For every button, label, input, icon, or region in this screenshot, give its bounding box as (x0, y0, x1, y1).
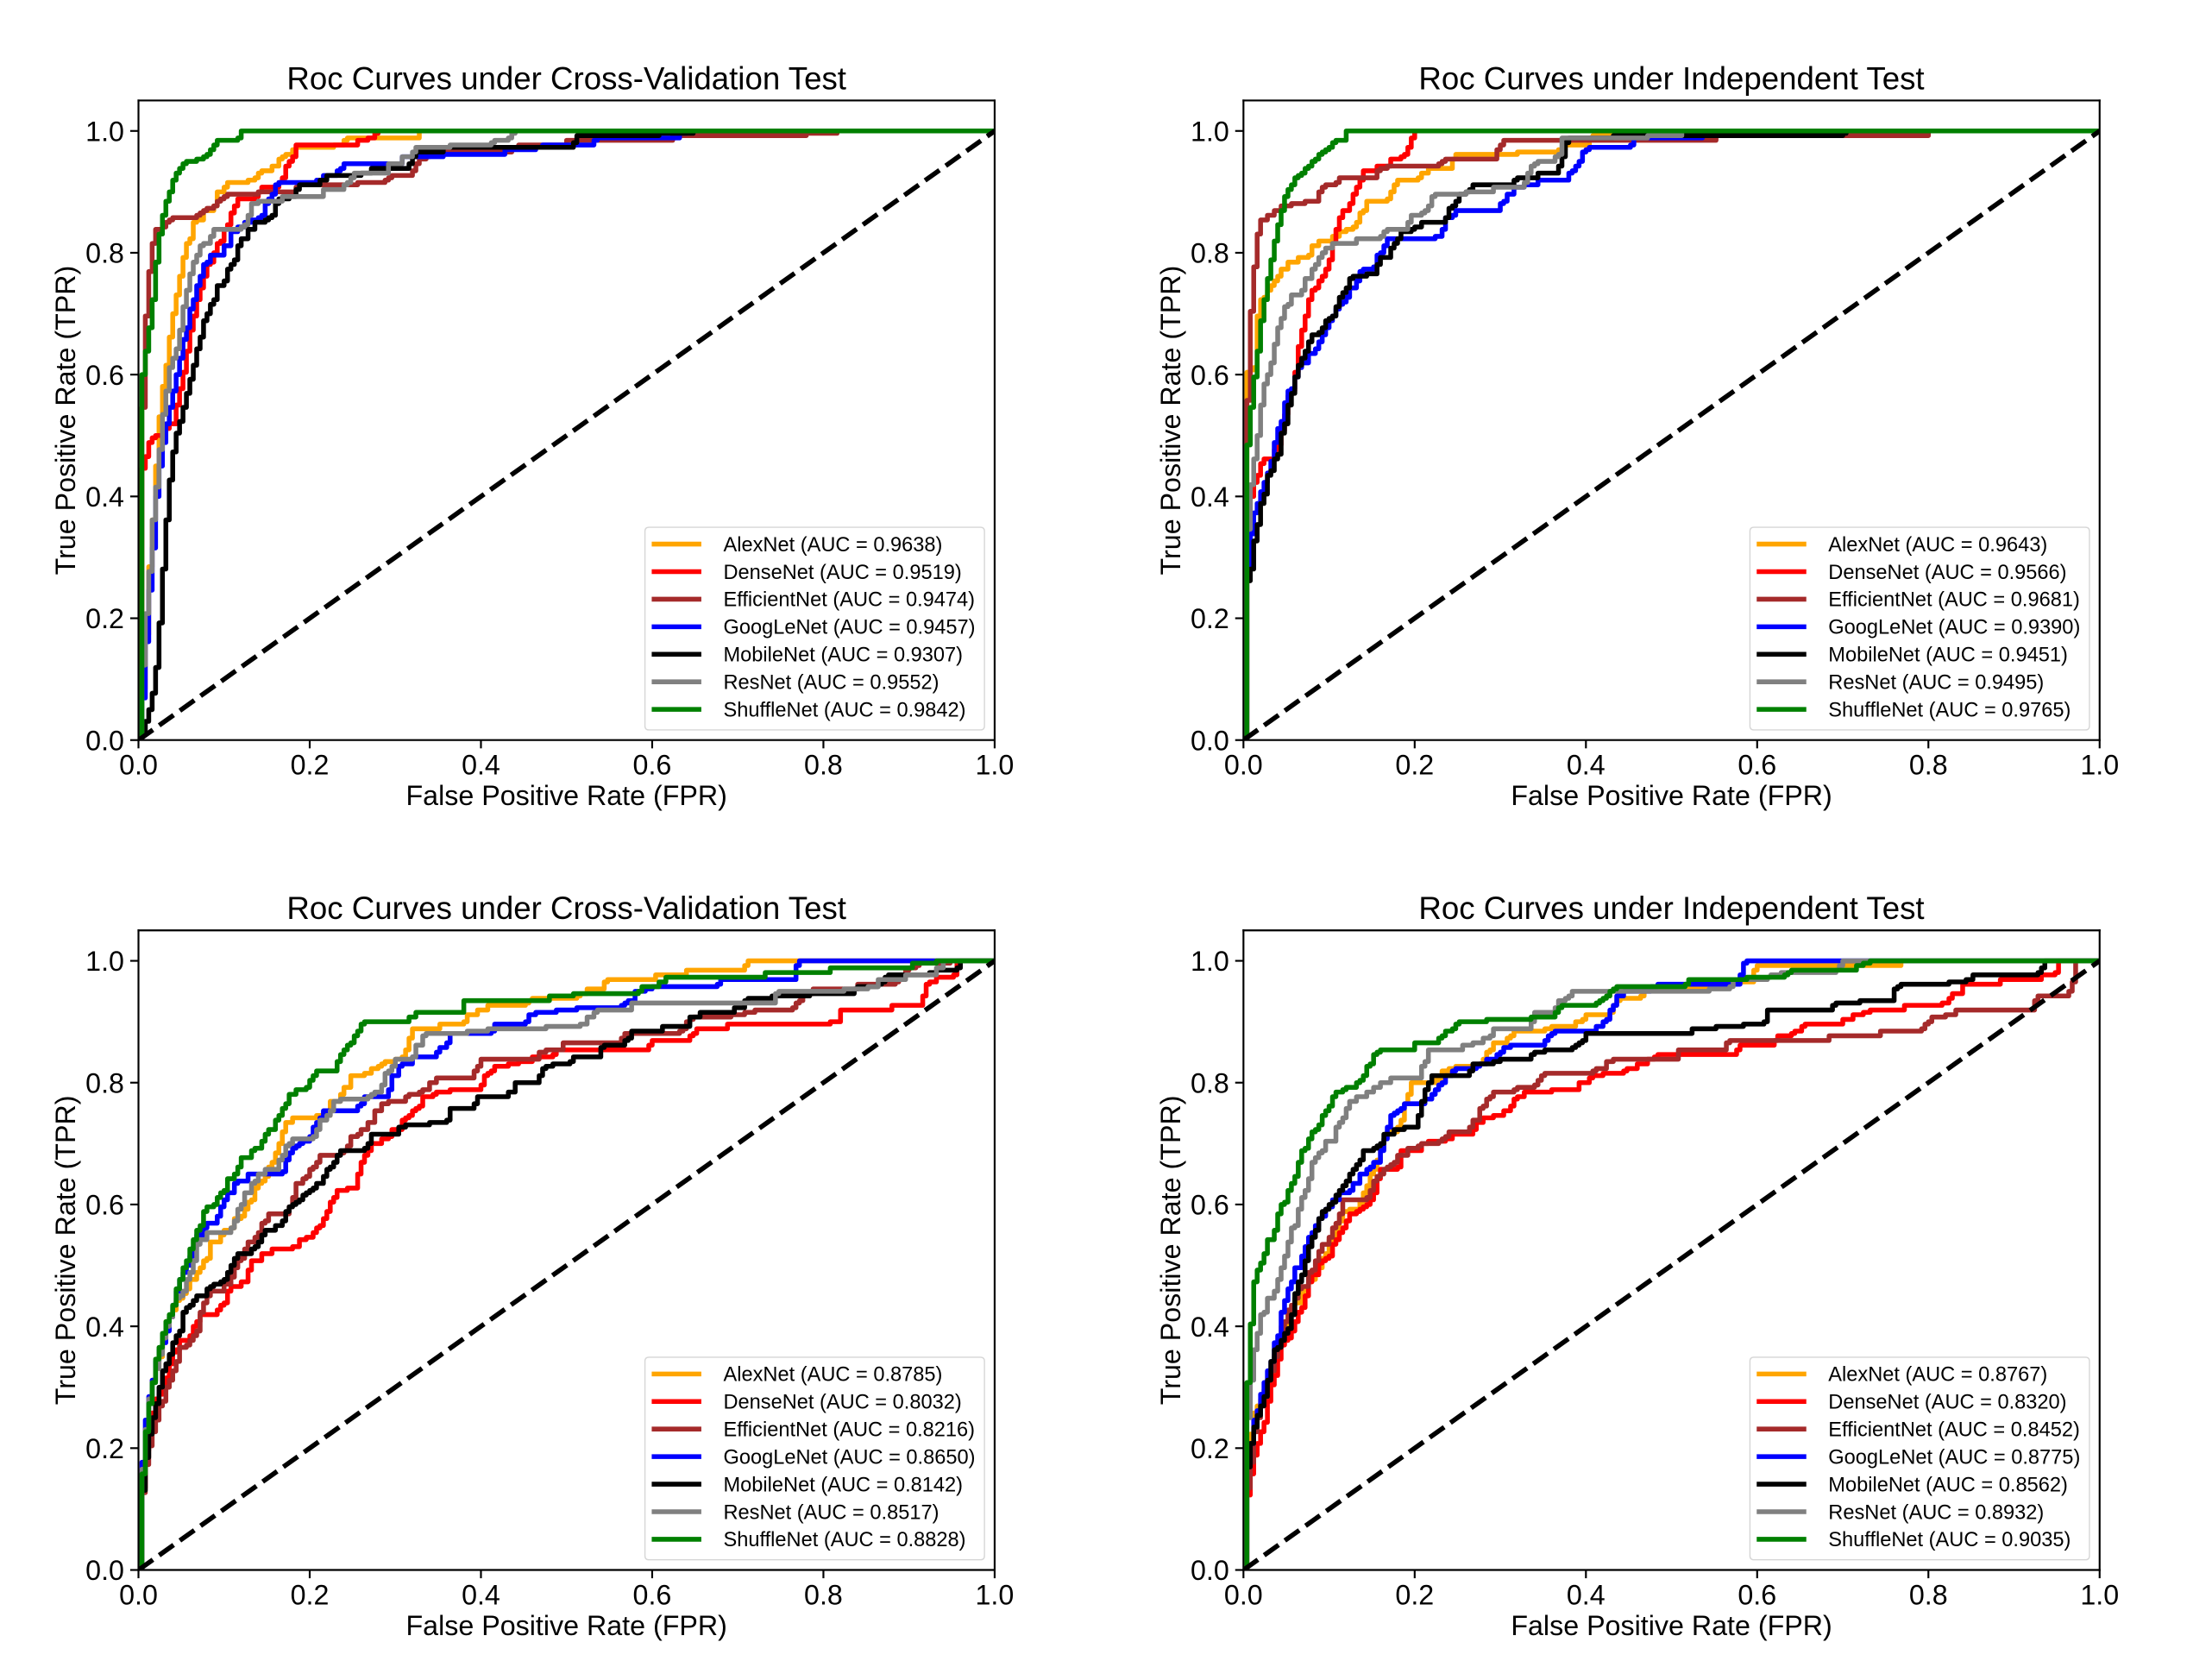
svg-text:DenseNet (AUC = 0.8320): DenseNet (AUC = 0.8320) (1828, 1392, 2066, 1414)
svg-text:False Positive Rate (FPR): False Positive Rate (FPR) (406, 1610, 727, 1641)
svg-text:0.8: 0.8 (85, 1067, 124, 1098)
svg-text:0.4: 0.4 (85, 1312, 124, 1343)
svg-text:1.0: 1.0 (976, 750, 1015, 781)
svg-text:MobileNet (AUC = 0.9451): MobileNet (AUC = 0.9451) (1828, 645, 2068, 667)
svg-text:0.6: 0.6 (633, 1579, 672, 1610)
svg-text:MobileNet (AUC = 0.9307): MobileNet (AUC = 0.9307) (723, 645, 963, 667)
svg-text:ShuffleNet (AUC = 0.9035): ShuffleNet (AUC = 0.9035) (1828, 1529, 2071, 1551)
svg-text:Roc Curves under Cross-Validat: Roc Curves under Cross-Validation Test (286, 890, 846, 926)
svg-text:0.4: 0.4 (1191, 1312, 1229, 1343)
svg-text:False Positive Rate (FPR): False Positive Rate (FPR) (406, 780, 727, 811)
svg-text:0.2: 0.2 (85, 1433, 124, 1464)
svg-text:1.0: 1.0 (2080, 1579, 2119, 1610)
svg-text:0.0: 0.0 (1191, 1555, 1229, 1586)
svg-text:0.0: 0.0 (119, 750, 158, 781)
svg-text:0.4: 0.4 (1567, 750, 1606, 781)
svg-text:0.2: 0.2 (85, 603, 124, 634)
svg-text:ShuffleNet (AUC = 0.8828): ShuffleNet (AUC = 0.8828) (723, 1529, 965, 1551)
svg-text:ResNet (AUC = 0.9552): ResNet (AUC = 0.9552) (723, 671, 939, 694)
svg-text:1.0: 1.0 (1191, 116, 1229, 147)
svg-text:0.6: 0.6 (633, 750, 672, 781)
svg-text:GoogLeNet (AUC = 0.9457): GoogLeNet (AUC = 0.9457) (723, 617, 975, 639)
svg-text:1.0: 1.0 (1191, 946, 1229, 977)
svg-text:False Positive Rate (FPR): False Positive Rate (FPR) (1511, 780, 1832, 811)
svg-text:ResNet (AUC = 0.8517): ResNet (AUC = 0.8517) (723, 1501, 939, 1524)
svg-text:AlexNet (AUC = 0.8785): AlexNet (AUC = 0.8785) (723, 1364, 942, 1387)
svg-text:EfficientNet (AUC = 0.9681): EfficientNet (AUC = 0.9681) (1828, 589, 2080, 612)
svg-text:EfficientNet (AUC = 0.9474): EfficientNet (AUC = 0.9474) (723, 589, 975, 612)
svg-text:0.6: 0.6 (1191, 1190, 1229, 1221)
svg-text:0.2: 0.2 (1191, 603, 1229, 634)
svg-text:0.2: 0.2 (291, 750, 330, 781)
svg-text:True Positive Rate (TPR): True Positive Rate (TPR) (1155, 266, 1186, 576)
svg-text:EfficientNet (AUC = 0.8452): EfficientNet (AUC = 0.8452) (1828, 1419, 2080, 1441)
svg-text:0.0: 0.0 (1224, 1579, 1263, 1610)
svg-text:ResNet (AUC = 0.9495): ResNet (AUC = 0.9495) (1828, 671, 2044, 694)
svg-text:ResNet (AUC = 0.8932): ResNet (AUC = 0.8932) (1828, 1501, 2044, 1524)
svg-text:AlexNet (AUC = 0.8767): AlexNet (AUC = 0.8767) (1828, 1364, 2047, 1387)
svg-text:0.2: 0.2 (1191, 1433, 1229, 1464)
svg-text:0.8: 0.8 (1909, 1579, 1948, 1610)
svg-text:ShuffleNet (AUC = 0.9765): ShuffleNet (AUC = 0.9765) (1828, 699, 2071, 721)
svg-text:0.4: 0.4 (462, 750, 500, 781)
svg-text:GoogLeNet (AUC = 0.8650): GoogLeNet (AUC = 0.8650) (723, 1446, 975, 1469)
svg-text:0.2: 0.2 (291, 1579, 330, 1610)
svg-text:0.6: 0.6 (1738, 750, 1776, 781)
svg-text:0.0: 0.0 (85, 725, 124, 756)
svg-text:1.0: 1.0 (85, 116, 124, 147)
svg-text:Roc Curves under Independent T: Roc Curves under Independent Test (1418, 60, 1924, 96)
svg-text:1.0: 1.0 (85, 946, 124, 977)
svg-text:0.8: 0.8 (1191, 1067, 1229, 1098)
svg-text:0.0: 0.0 (85, 1555, 124, 1586)
svg-text:0.0: 0.0 (119, 1579, 158, 1610)
svg-text:DenseNet (AUC = 0.9566): DenseNet (AUC = 0.9566) (1828, 562, 2066, 584)
svg-text:0.8: 0.8 (1909, 750, 1948, 781)
svg-text:True Positive Rate (TPR): True Positive Rate (TPR) (50, 1096, 81, 1406)
svg-text:0.4: 0.4 (462, 1579, 500, 1610)
svg-text:0.8: 0.8 (1191, 238, 1229, 269)
svg-text:MobileNet (AUC = 0.8142): MobileNet (AUC = 0.8142) (723, 1474, 963, 1496)
svg-text:0.8: 0.8 (85, 238, 124, 269)
svg-text:0.0: 0.0 (1224, 750, 1263, 781)
svg-text:0.6: 0.6 (85, 1190, 124, 1221)
svg-text:MobileNet (AUC = 0.8562): MobileNet (AUC = 0.8562) (1828, 1474, 2068, 1496)
svg-text:0.6: 0.6 (1738, 1579, 1776, 1610)
svg-text:DenseNet (AUC = 0.9519): DenseNet (AUC = 0.9519) (723, 562, 961, 584)
svg-text:0.2: 0.2 (1395, 750, 1434, 781)
svg-text:0.2: 0.2 (1395, 1579, 1434, 1610)
svg-text:DenseNet (AUC = 0.8032): DenseNet (AUC = 0.8032) (723, 1392, 961, 1414)
svg-text:0.0: 0.0 (1191, 725, 1229, 756)
svg-text:ShuffleNet (AUC = 0.9842): ShuffleNet (AUC = 0.9842) (723, 699, 965, 721)
svg-text:0.4: 0.4 (1567, 1579, 1606, 1610)
svg-text:AlexNet (AUC = 0.9638): AlexNet (AUC = 0.9638) (723, 534, 942, 557)
svg-text:GoogLeNet (AUC = 0.9390): GoogLeNet (AUC = 0.9390) (1828, 617, 2080, 639)
svg-text:EfficientNet (AUC = 0.8216): EfficientNet (AUC = 0.8216) (723, 1419, 975, 1441)
svg-text:0.6: 0.6 (85, 360, 124, 391)
svg-text:True Positive Rate (TPR): True Positive Rate (TPR) (1155, 1096, 1186, 1406)
svg-text:False Positive Rate (FPR): False Positive Rate (FPR) (1511, 1610, 1832, 1641)
svg-text:0.6: 0.6 (1191, 360, 1229, 391)
svg-text:1.0: 1.0 (2080, 750, 2119, 781)
svg-text:0.8: 0.8 (804, 1579, 843, 1610)
svg-text:Roc Curves under Cross-Validat: Roc Curves under Cross-Validation Test (286, 60, 846, 96)
svg-text:0.8: 0.8 (804, 750, 843, 781)
svg-text:GoogLeNet (AUC = 0.8775): GoogLeNet (AUC = 0.8775) (1828, 1446, 2080, 1469)
svg-text:0.4: 0.4 (85, 481, 124, 513)
svg-text:1.0: 1.0 (976, 1579, 1015, 1610)
svg-text:Roc Curves under Independent T: Roc Curves under Independent Test (1418, 890, 1924, 926)
svg-text:0.4: 0.4 (1191, 481, 1229, 513)
svg-text:AlexNet (AUC = 0.9643): AlexNet (AUC = 0.9643) (1828, 534, 2047, 557)
svg-text:True Positive Rate (TPR): True Positive Rate (TPR) (50, 266, 81, 576)
